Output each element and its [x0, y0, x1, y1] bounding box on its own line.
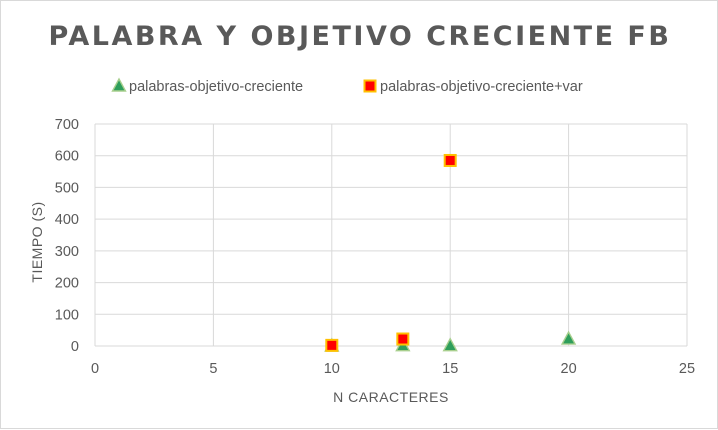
triangle-point — [560, 330, 577, 345]
square-point — [443, 153, 457, 167]
x-axis-ticks: 0 5 10 15 20 25 — [91, 361, 695, 377]
x-tick-label: 15 — [442, 361, 458, 377]
x-tick-label: 10 — [324, 361, 340, 377]
y-tick-label: 500 — [55, 180, 79, 196]
legend-triangle-marker — [111, 77, 127, 92]
y-tick-label: 400 — [55, 212, 79, 228]
legend-square-marker — [363, 79, 377, 93]
y-tick-label: 0 — [71, 339, 79, 355]
x-axis-title: N CARACTERES — [333, 389, 449, 405]
square-point — [396, 332, 410, 346]
y-tick-label: 300 — [55, 244, 79, 260]
y-axis-title: TIEMPO (S) — [29, 201, 45, 282]
x-tick-label: 0 — [91, 361, 99, 377]
y-tick-label: 700 — [55, 117, 79, 133]
y-tick-label: 600 — [55, 149, 79, 165]
y-tick-label: 100 — [55, 307, 79, 323]
x-tick-label: 20 — [561, 361, 577, 377]
legend-label: palabras-objetivo-creciente — [129, 79, 303, 95]
legend: palabras-objetivo-creciente palabras-obje… — [111, 77, 583, 95]
legend-label: palabras-objetivo-creciente+var — [380, 79, 583, 95]
gridlines — [94, 123, 688, 347]
triangle-point — [442, 337, 458, 352]
data-points — [324, 153, 577, 352]
y-axis-ticks: 0 100 200 300 400 500 600 700 — [55, 117, 79, 355]
chart-title: PALABRA Y OBJETIVO CRECIENTE FB — [49, 21, 672, 52]
x-tick-label: 25 — [679, 361, 695, 377]
square-point — [325, 338, 339, 352]
x-tick-label: 5 — [209, 361, 217, 377]
y-tick-label: 200 — [55, 276, 79, 292]
